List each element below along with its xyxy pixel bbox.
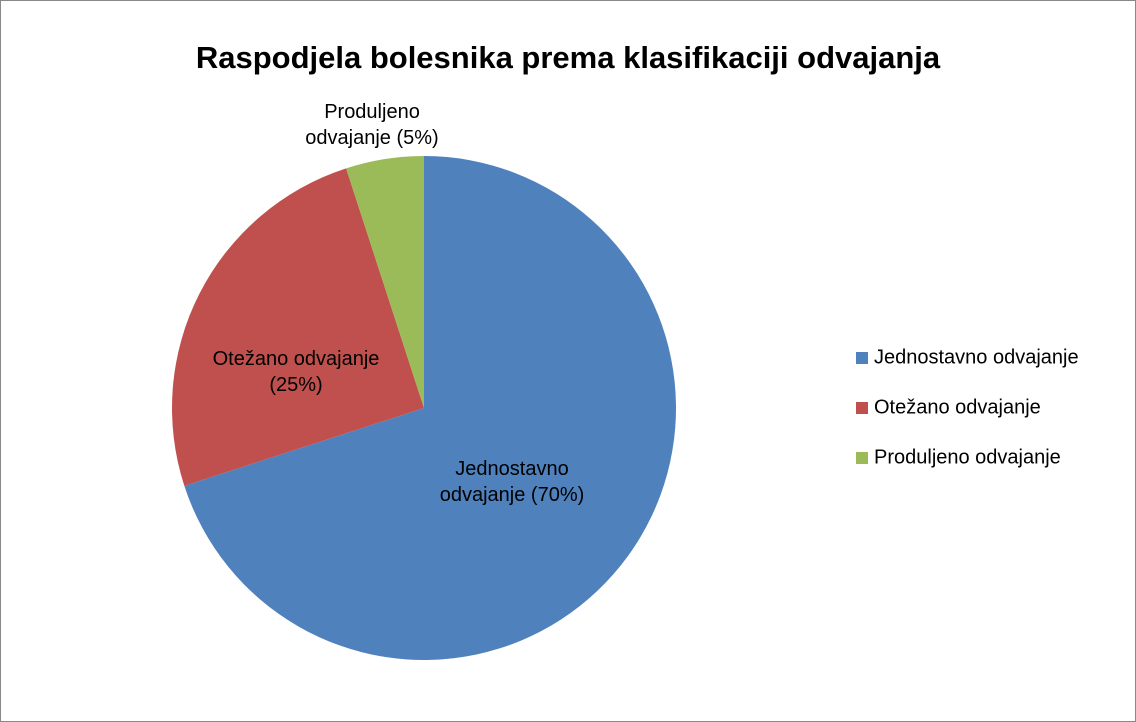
pie-slice	[346, 156, 424, 408]
legend-swatch	[856, 452, 868, 464]
legend-swatch	[856, 352, 868, 364]
data-label: Otežano odvajanje (25%)	[212, 348, 380, 396]
pie-slice	[184, 156, 677, 660]
legend-label: Otežano odvajanje	[874, 396, 1041, 418]
pie-slice	[171, 168, 424, 486]
legend-label: Jednostavno odvajanje	[874, 346, 1079, 368]
data-label: Jednostavno odvajanje (70%)	[439, 458, 585, 506]
legend-label: Produljeno odvajanje	[874, 446, 1061, 468]
legend-swatch	[856, 402, 868, 414]
data-label: Produljeno odvajanje (5%)	[305, 101, 439, 149]
chart-title: Raspodjela bolesnika prema klasifikaciji…	[196, 40, 941, 75]
